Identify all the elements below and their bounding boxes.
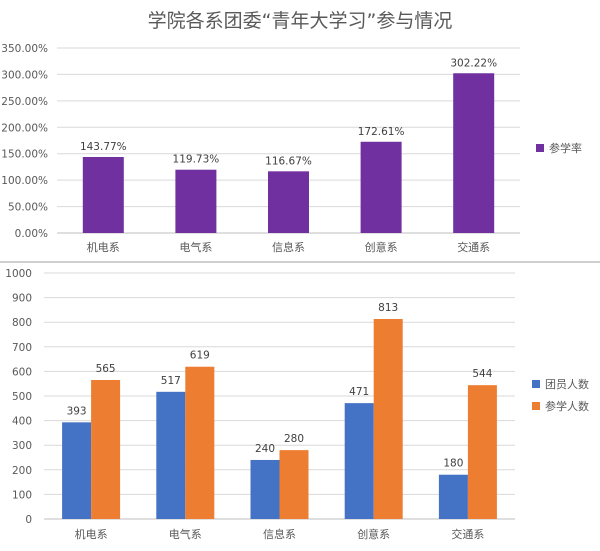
y-tick-label: 100.00% <box>1 175 48 187</box>
y-tick-label: 200.00% <box>1 122 48 134</box>
bar-信息系-团员人数 <box>250 459 280 519</box>
bar-交通系 <box>453 73 495 233</box>
bar-机电系-团员人数 <box>62 422 92 519</box>
y-tick-label: 350.00% <box>1 43 48 55</box>
data-label: 302.22% <box>450 57 497 69</box>
x-category-label: 机电系 <box>87 240 120 254</box>
data-label: 180 <box>443 458 463 470</box>
bar-电气系-团员人数 <box>156 391 186 519</box>
y-tick-label: 900 <box>12 293 32 305</box>
data-label: 544 <box>472 368 492 380</box>
data-label: 172.61% <box>358 126 405 138</box>
bar-机电系-参学人数 <box>91 380 121 519</box>
bar-创意系-团员人数 <box>344 403 374 519</box>
legend-swatch <box>532 380 540 388</box>
legend-label: 参学率 <box>549 141 582 155</box>
data-label: 813 <box>378 302 398 314</box>
participation-rate-chart: 学院各系团委“青年大学习”参与情况 0.00% 50.00% 100.00% 150.0… <box>1 10 582 254</box>
bar-机电系 <box>82 157 124 233</box>
x-category-label: 交通系 <box>451 527 484 541</box>
y-tick-label: 300.00% <box>1 69 48 81</box>
y-tick-label: 300 <box>12 440 32 452</box>
x-category-label: 创意系 <box>357 527 390 541</box>
x-category-label: 信息系 <box>272 240 305 254</box>
data-label: 119.73% <box>173 154 220 166</box>
data-label: 240 <box>255 443 275 455</box>
data-label: 471 <box>349 386 369 398</box>
bar-创意系-参学人数 <box>373 319 403 519</box>
y-tick-label: 500 <box>12 391 32 403</box>
x-category-label: 信息系 <box>263 527 296 541</box>
y-tick-label: 0 <box>25 514 32 526</box>
y-tick-label: 200 <box>12 465 32 477</box>
y-tick-label: 700 <box>12 342 32 354</box>
data-label: 619 <box>190 350 210 362</box>
legend-label: 团员人数 <box>545 378 589 391</box>
bar-信息系 <box>268 171 309 233</box>
y-tick-label: 250.00% <box>1 96 48 108</box>
y-tick-label: 0.00% <box>15 228 48 240</box>
data-label: 116.67% <box>265 155 312 167</box>
data-label: 280 <box>284 433 304 445</box>
bar-创意系 <box>360 141 402 233</box>
data-label: 517 <box>161 375 181 387</box>
participation-rate-chart-panel: 学院各系团委“青年大学习”参与情况 0.00% 50.00% 100.00% 150.0… <box>0 0 600 262</box>
x-category-label: 电气系 <box>169 527 202 541</box>
legend-label: 参学人数 <box>545 399 589 413</box>
y-tick-label: 1000 <box>5 268 32 280</box>
y-tick-label: 50.00% <box>8 202 48 214</box>
legend-swatch <box>536 144 544 152</box>
member-count-chart-panel: 0 100 200 300 400 500 600 700 800 900 1000 393 565 机电… <box>0 262 600 550</box>
data-label: 393 <box>67 405 87 417</box>
x-category-label: 创意系 <box>365 240 398 254</box>
y-tick-label: 600 <box>12 366 32 378</box>
x-category-label: 机电系 <box>75 527 108 541</box>
y-tick-label: 400 <box>12 416 32 428</box>
chart-title: 学院各系团委“青年大学习”参与情况 <box>148 10 453 32</box>
bar-电气系 <box>175 169 217 233</box>
bar-交通系-参学人数 <box>467 385 497 519</box>
data-label: 143.77% <box>80 141 127 153</box>
y-tick-label: 100 <box>12 489 32 501</box>
y-tick-label: 150.00% <box>1 149 48 161</box>
bar-信息系-参学人数 <box>279 450 309 519</box>
bar-交通系-团员人数 <box>438 474 468 519</box>
y-tick-label: 800 <box>12 317 32 329</box>
legend-swatch <box>532 402 540 410</box>
member-count-chart: 0 100 200 300 400 500 600 700 800 900 1000 393 565 机电… <box>5 268 589 541</box>
bar-电气系-参学人数 <box>185 366 215 519</box>
x-category-label: 电气系 <box>179 240 212 254</box>
data-label: 565 <box>96 363 116 375</box>
x-category-label: 交通系 <box>457 240 490 254</box>
